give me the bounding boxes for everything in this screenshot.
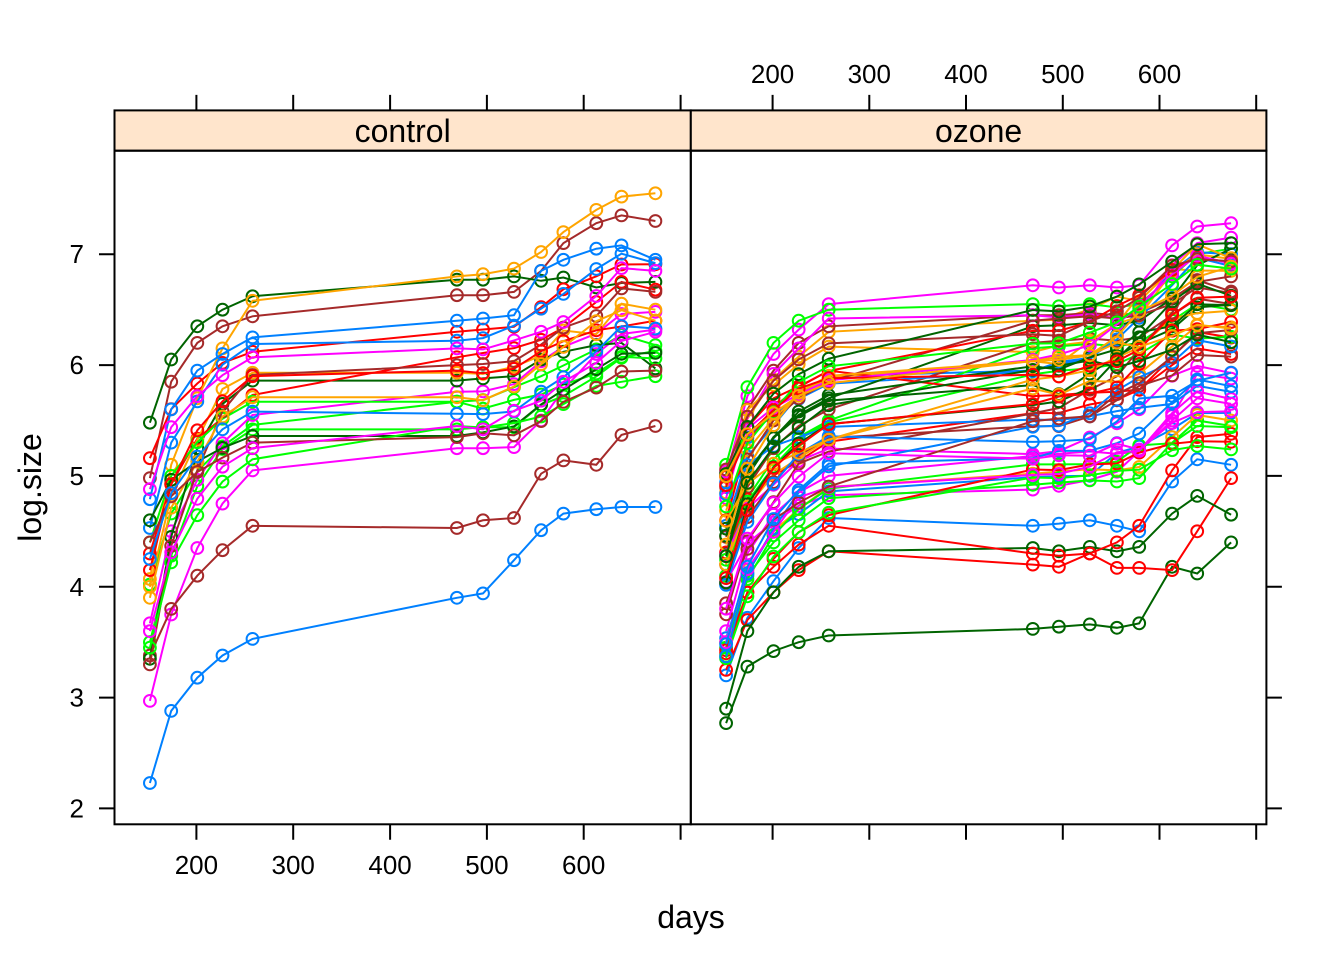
svg-text:control: control: [355, 113, 451, 149]
svg-text:4: 4: [70, 572, 84, 602]
svg-text:300: 300: [272, 850, 315, 880]
svg-text:days: days: [657, 899, 725, 935]
svg-text:7: 7: [70, 239, 84, 269]
svg-text:200: 200: [751, 59, 794, 89]
svg-text:500: 500: [465, 850, 508, 880]
svg-text:3: 3: [70, 683, 84, 713]
svg-text:ozone: ozone: [935, 113, 1022, 149]
svg-text:500: 500: [1041, 59, 1084, 89]
svg-text:600: 600: [562, 850, 605, 880]
svg-text:400: 400: [368, 850, 411, 880]
svg-text:400: 400: [944, 59, 987, 89]
svg-text:600: 600: [1138, 59, 1181, 89]
svg-text:5: 5: [70, 461, 84, 491]
svg-text:300: 300: [848, 59, 891, 89]
svg-text:2: 2: [70, 793, 84, 823]
svg-text:6: 6: [70, 350, 84, 380]
svg-text:log.size: log.size: [12, 433, 48, 542]
svg-text:200: 200: [175, 850, 218, 880]
